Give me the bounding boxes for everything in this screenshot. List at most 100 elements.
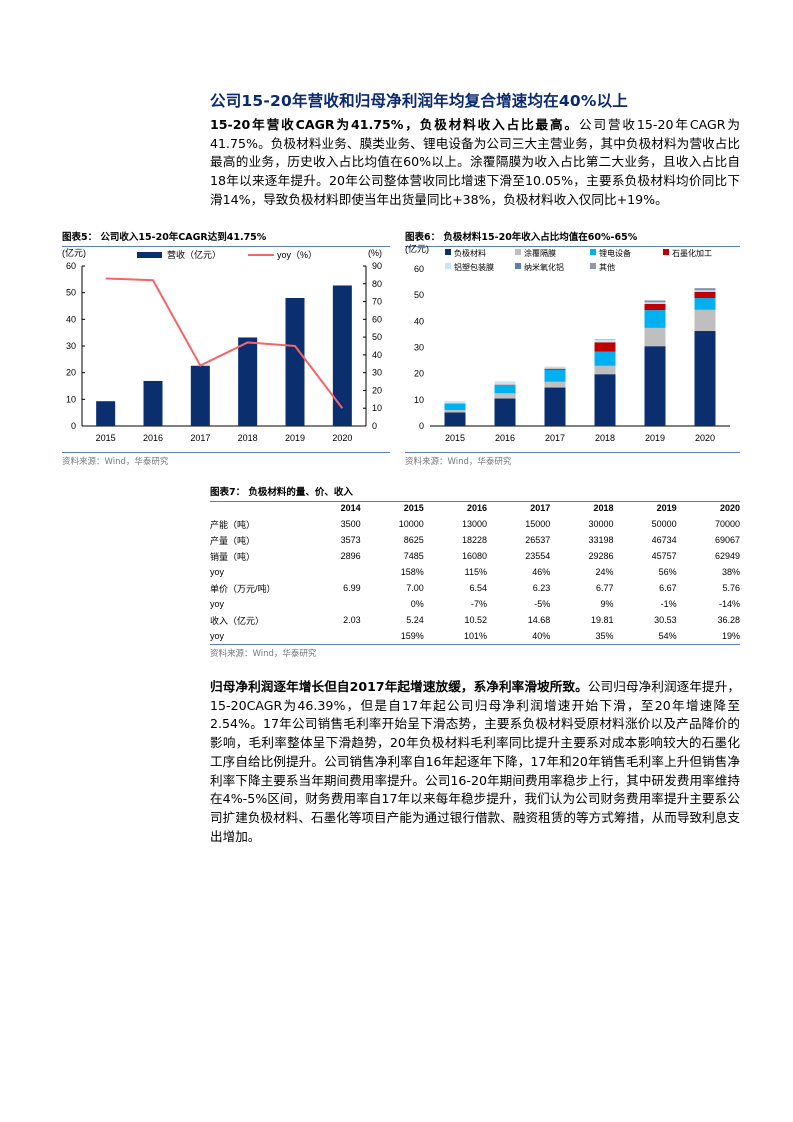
y2-tick-label: 70 <box>372 297 382 307</box>
legend-label: 营收（亿元） <box>167 249 221 260</box>
x-tick-label: 2019 <box>285 433 305 443</box>
table-row: 产量（吨） 3573 8625 18228 26537 33198 46734 69067 <box>210 532 740 548</box>
legend-swatch <box>590 263 596 269</box>
table-cell: 24% <box>595 567 614 577</box>
table-cell: -14% <box>718 599 740 609</box>
x-tick-label: 2020 <box>695 433 715 443</box>
table-cell: 159% <box>360 628 424 645</box>
y-tick-label: 60 <box>66 261 76 271</box>
table-cell: 19% <box>676 628 740 645</box>
stacked-bar-segment <box>694 298 716 310</box>
figure7-source: 资料来源：Wind，华泰研究 <box>210 649 317 659</box>
column-header: 2020 <box>719 503 740 513</box>
stacked-bar-segment <box>494 384 516 394</box>
row-label: yoy <box>210 599 225 609</box>
stacked-bar-segment <box>644 346 666 426</box>
y2-tick-label: 80 <box>372 279 382 289</box>
y2-tick-label: 90 <box>372 261 382 271</box>
y-tick-label: 30 <box>66 341 76 351</box>
stacked-bar-segment <box>544 368 566 370</box>
table-header-row: 2014 2015 2016 2017 2018 2019 2020 <box>210 500 740 516</box>
table-cell: 5.76 <box>722 583 740 593</box>
table-cell: 62949 <box>714 551 740 561</box>
table-cell: 3500 <box>340 519 361 529</box>
x-tick-label: 2017 <box>190 433 210 443</box>
x-tick-label: 2017 <box>545 433 565 443</box>
figure6-source: 资料来源：Wind，华泰研究 <box>405 452 740 467</box>
table-cell: 115% <box>464 567 488 577</box>
table-cell: 56% <box>658 567 677 577</box>
column-header: 2014 <box>340 503 361 513</box>
y-tick-label: 30 <box>414 343 424 353</box>
table-cell: 9% <box>600 599 614 609</box>
row-label: 单价（万元/吨） <box>210 583 276 594</box>
stacked-bar-segment <box>444 401 466 404</box>
row-label: 产量（吨） <box>210 535 256 546</box>
table-cell: 7485 <box>403 551 424 561</box>
paragraph-revenue: 15-20年营收CAGR为41.75%，负极材料收入占比最高。公司营收15-20… <box>210 116 740 210</box>
table-cell: 6.99 <box>343 583 361 593</box>
legend-swatch <box>515 263 521 269</box>
legend-label: 负极材料 <box>454 248 486 258</box>
table-row: yoy 158% 115% 46% 24% 56% 38% <box>210 564 740 580</box>
table-cell: 158% <box>400 567 424 577</box>
table-cell: 5.24 <box>406 615 424 625</box>
table-cell: 14.68 <box>527 615 551 625</box>
stacked-bar-segment <box>544 369 566 382</box>
revenue-bar <box>96 401 116 426</box>
revenue-bar <box>143 380 163 426</box>
row-label: 产能（吨） <box>210 519 256 530</box>
paragraph-lead: 归母净利润逐年增长但自2017年起增速放缓，系净利率滑坡所致。 <box>210 679 588 694</box>
table-cell: 101% <box>423 628 488 645</box>
stacked-bar-segment <box>544 387 566 426</box>
y-tick-label: 40 <box>66 314 76 324</box>
table-row: 收入（亿元） 2.03 5.24 10.52 14.68 19.81 30.53 36.28 <box>210 612 740 628</box>
legend-swatch <box>663 249 669 255</box>
column-header: 2016 <box>467 503 488 513</box>
table-cell: 38% <box>721 567 740 577</box>
table-cell: 18228 <box>462 535 488 545</box>
table-cell: 69067 <box>714 535 740 545</box>
stacked-bar-segment <box>444 410 466 413</box>
table-cell: 70000 <box>714 519 740 529</box>
x-tick-label: 2020 <box>332 433 352 443</box>
table-cell: 3573 <box>340 535 361 545</box>
table-cell: 45757 <box>651 551 677 561</box>
column-header: 2018 <box>593 503 614 513</box>
table-cell: 2.03 <box>343 615 361 625</box>
stacked-bar-segment <box>594 342 616 352</box>
y-tick-label: 40 <box>414 316 424 326</box>
row-label: yoy <box>210 567 225 577</box>
stacked-bar-segment <box>494 382 516 385</box>
table-cell: 10.52 <box>464 615 488 625</box>
column-header: 2015 <box>403 503 424 513</box>
stacked-bar-segment <box>694 331 716 426</box>
stacked-bar-segment <box>594 339 616 343</box>
table-cell: 30.53 <box>654 615 677 625</box>
stacked-bar-segment <box>594 365 616 375</box>
column-header: 2017 <box>530 503 551 513</box>
x-tick-label: 2019 <box>645 433 665 443</box>
row-label: yoy <box>210 628 310 645</box>
paragraph-body: 公司营收15-20年CAGR为41.75%。负极材料业务、膜类业务、锂电设备为公… <box>210 117 740 207</box>
revenue-bar <box>332 285 352 426</box>
x-tick-label: 2015 <box>445 433 465 443</box>
stacked-bar-segment <box>644 302 666 304</box>
table-cell: 40% <box>487 628 551 645</box>
stacked-bar-segment <box>694 309 716 332</box>
table-cell: 35% <box>550 628 614 645</box>
stacked-bar-segment <box>694 289 716 291</box>
figure7-table: 2014 2015 2016 2017 2018 2019 2020 产能（吨） 3500 10… <box>210 500 740 645</box>
stacked-bar-segment <box>494 398 516 426</box>
table-cell: 2896 <box>340 551 361 561</box>
table-cell: -1% <box>660 599 677 609</box>
row-label: 收入（亿元） <box>210 615 265 626</box>
legend-swatch <box>445 249 451 255</box>
table-cell: 10000 <box>398 519 424 529</box>
table-cell: 36.28 <box>717 615 740 625</box>
y-tick-label: 60 <box>414 264 424 274</box>
figure5-title: 图表5： 公司收入15-20年CAGR达到41.75% <box>62 229 390 247</box>
legend-label: 其他 <box>599 262 615 272</box>
y2-tick-label: 0 <box>372 421 377 431</box>
figure6-title: 图表6： 负极材料15-20年收入占比均值在60%-65% <box>405 229 740 247</box>
